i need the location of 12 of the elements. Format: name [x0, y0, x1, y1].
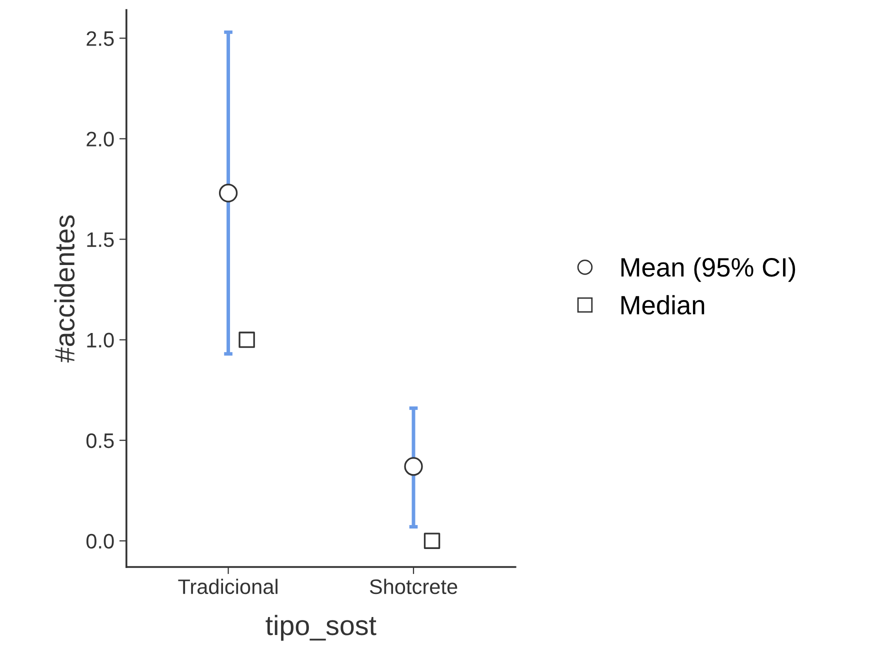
y-axis-title: #accidentes: [54, 215, 75, 363]
legend-label: Mean (95% CI): [621, 257, 796, 282]
y-tick-label: 2.0: [86, 132, 114, 146]
y-tick-label: 0.0: [86, 534, 114, 549]
y-tick-label: 2.5: [86, 31, 114, 46]
x-tick-label: Tradicional: [178, 578, 278, 594]
y-tick-label: 1.0: [87, 332, 114, 348]
legend-label: Median: [621, 295, 704, 315]
x-axis-title: tipo_sost: [266, 614, 376, 641]
x-tick-label: Shotcrete: [370, 578, 458, 594]
y-tick-label: 1.5: [87, 232, 114, 248]
y-tick-label: 0.5: [86, 433, 114, 448]
